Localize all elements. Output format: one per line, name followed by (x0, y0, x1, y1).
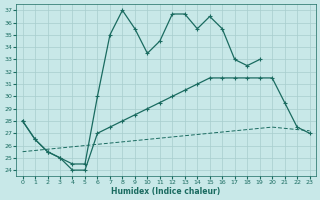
X-axis label: Humidex (Indice chaleur): Humidex (Indice chaleur) (111, 187, 221, 196)
